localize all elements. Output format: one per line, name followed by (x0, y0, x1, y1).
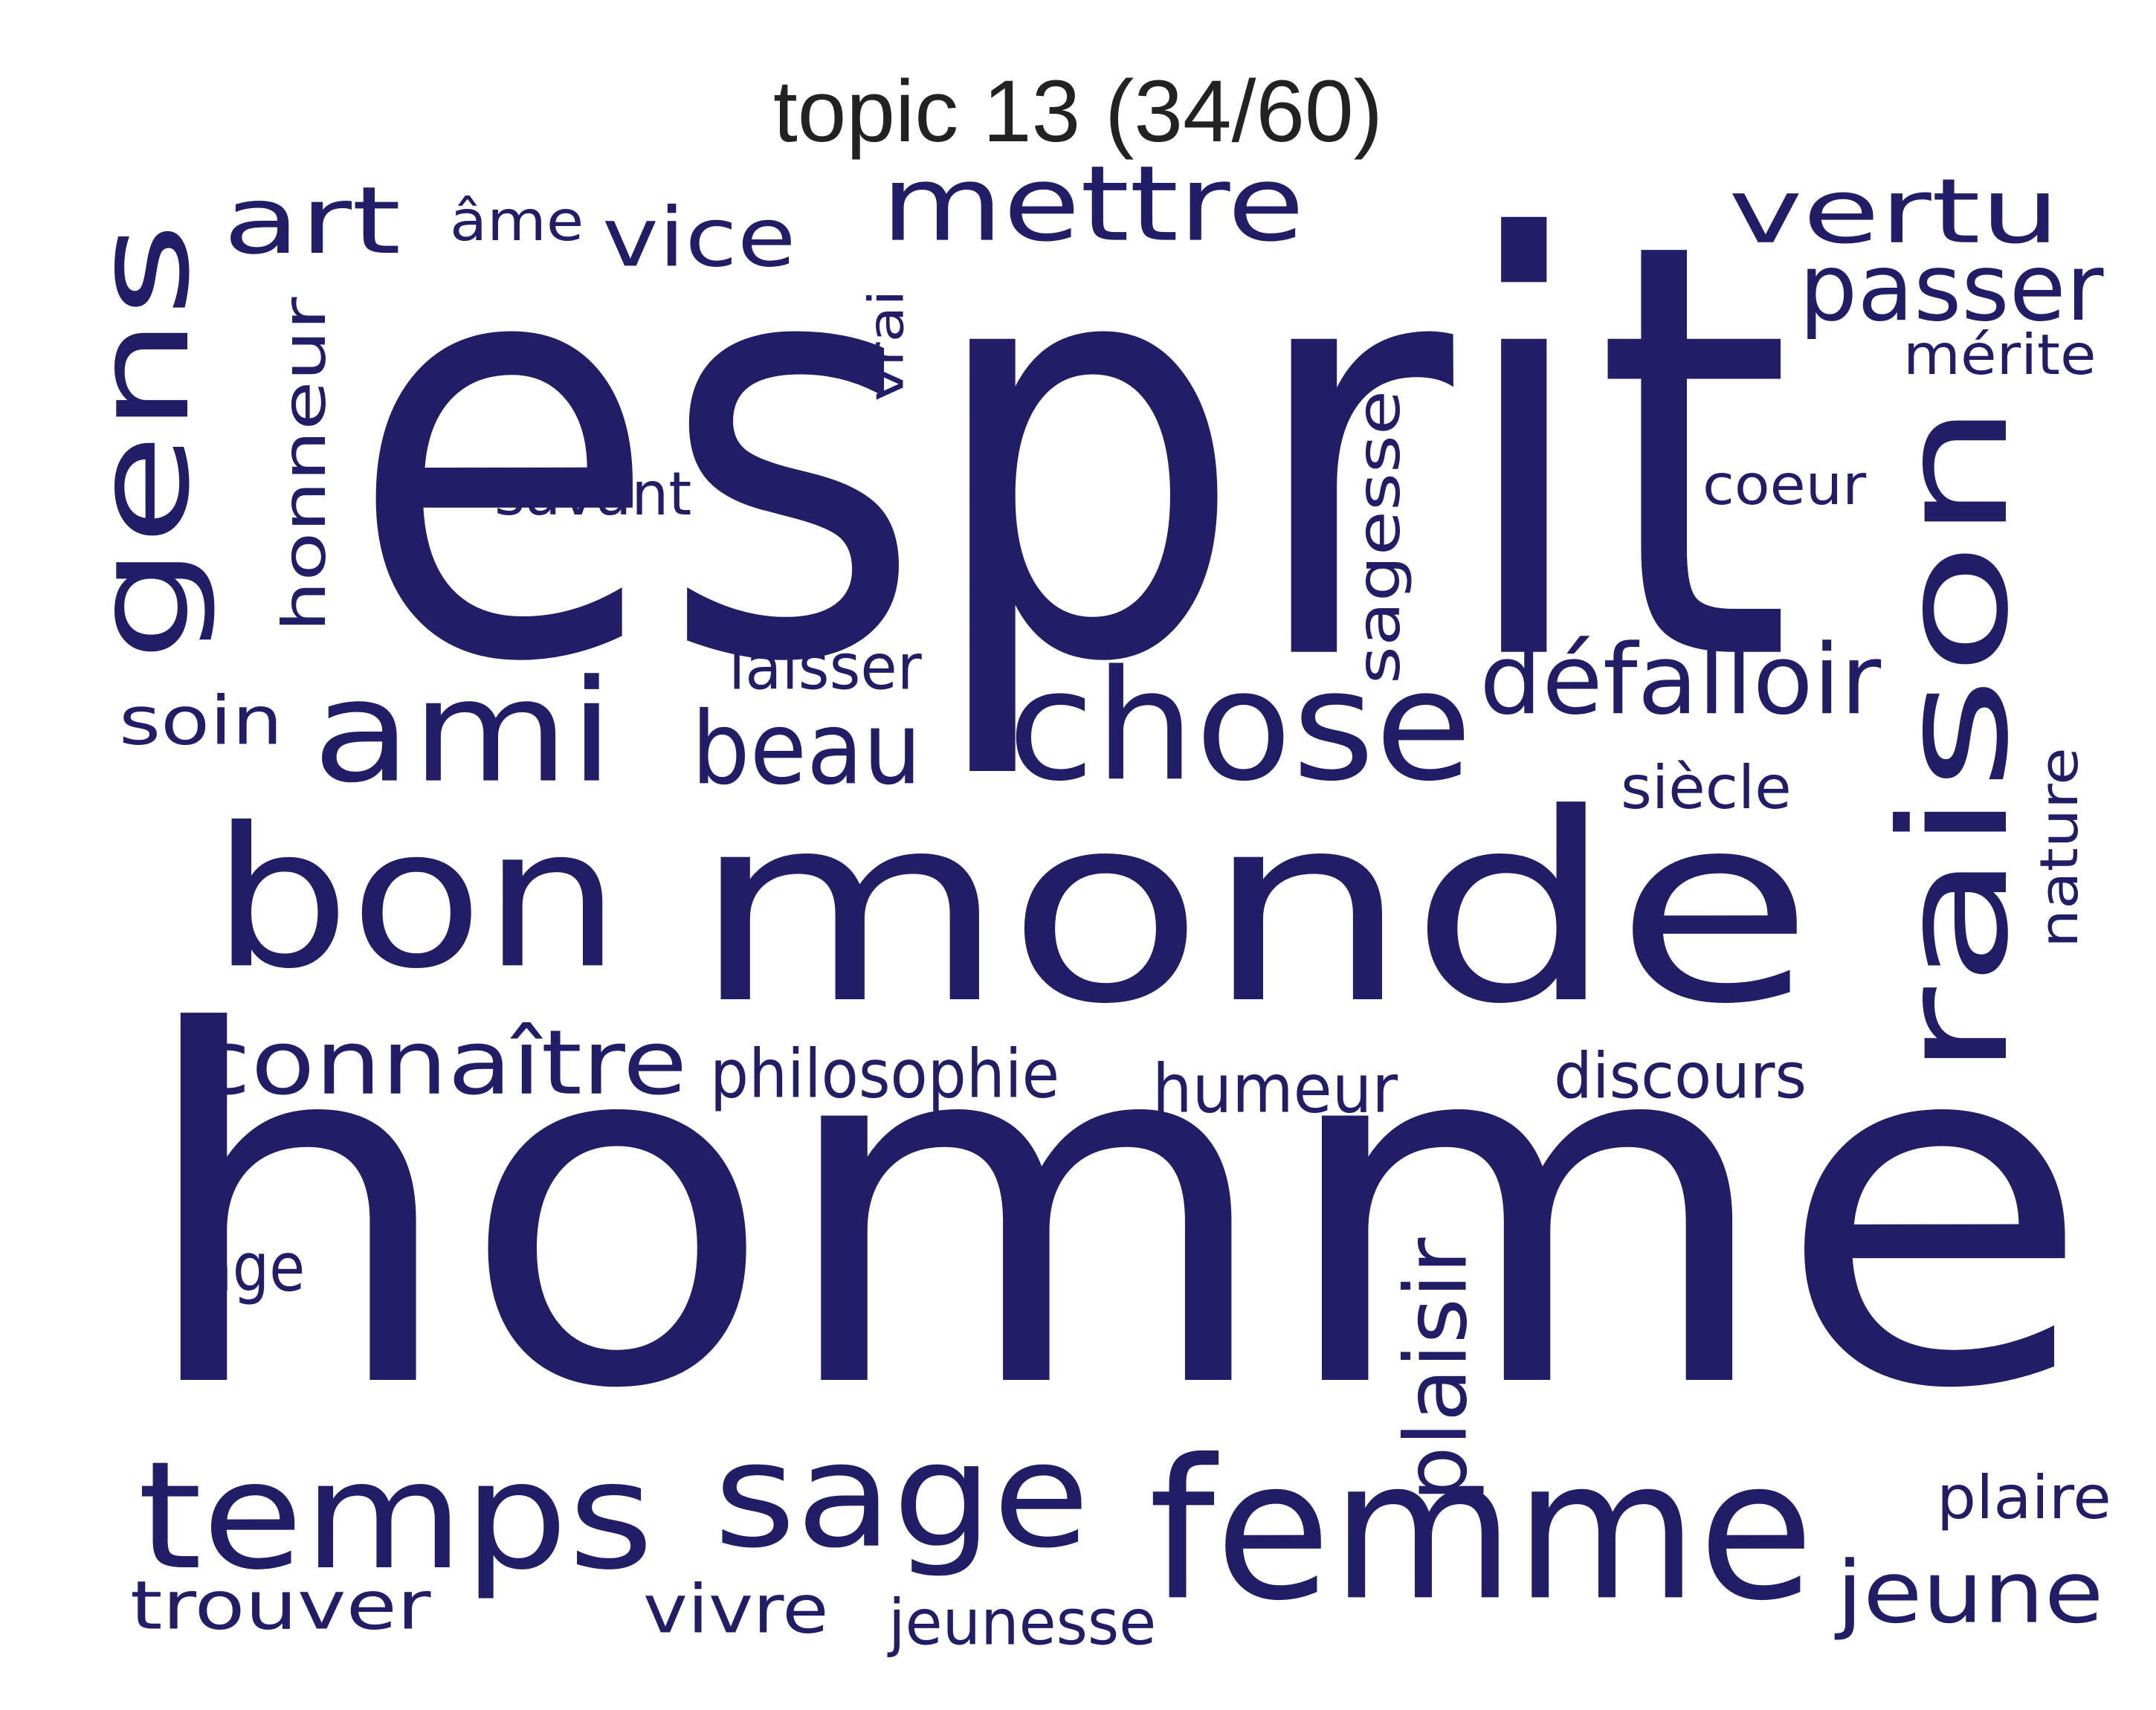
word-jeunesse: jeunesse (888, 1585, 1157, 1659)
word-humeur: humeur (1152, 1049, 1398, 1129)
word-gens: gens (66, 222, 219, 662)
word-ami: ami (312, 648, 615, 815)
word-vice: vice (602, 190, 796, 285)
word-chose: chose (1007, 636, 1473, 816)
word-passer: passer (1799, 233, 2104, 342)
word-art: art (223, 166, 401, 275)
word-vrai: vrai (858, 289, 915, 401)
word-laisser: laisser (729, 630, 922, 704)
word-ame: âme (450, 188, 584, 254)
word-temps: temps (138, 1429, 654, 1603)
word-monde: monde (691, 757, 1814, 1062)
word-philosophie: philosophie (710, 1034, 1060, 1114)
word-sage: sage (714, 1410, 1090, 1581)
word-connaitre: connaître (193, 1010, 688, 1115)
word-homme: homme (134, 930, 2093, 1496)
word-sagesse: sagesse (1343, 390, 1414, 684)
word-femme: femme (1149, 1417, 1815, 1644)
word-honneur: honneur (269, 297, 340, 632)
word-vertu: vertu (1729, 159, 2060, 264)
word-beau: beau (691, 689, 922, 807)
word-merite: mérite (1903, 322, 2097, 387)
word-plaire: plaire (1937, 1462, 2111, 1533)
word-defalloir: défalloir (1479, 623, 1882, 737)
word-vivre: vivre (643, 1569, 829, 1649)
word-esprit: esprit (348, 119, 1793, 790)
word-bon: bon (212, 785, 622, 1012)
word-mettre: mettre (881, 143, 1305, 265)
chart-title: topic 13 (34/60) (773, 62, 1383, 161)
word-trouver: trouver (130, 1566, 431, 1645)
word-discours: discours (1554, 1039, 1807, 1113)
word-raison: raison (1868, 401, 2042, 1078)
word-soin: soin (119, 681, 283, 761)
word-jeune: jeune (1836, 1542, 2104, 1643)
word-savant: savant (494, 459, 692, 529)
word-age: âge (197, 1227, 306, 1307)
word-coeur: coeur (1702, 452, 1867, 517)
word-siecle: siècle (1621, 752, 1792, 823)
word-plaisir: plaisir (1386, 1237, 1487, 1502)
word-nature: nature (2028, 747, 2090, 948)
